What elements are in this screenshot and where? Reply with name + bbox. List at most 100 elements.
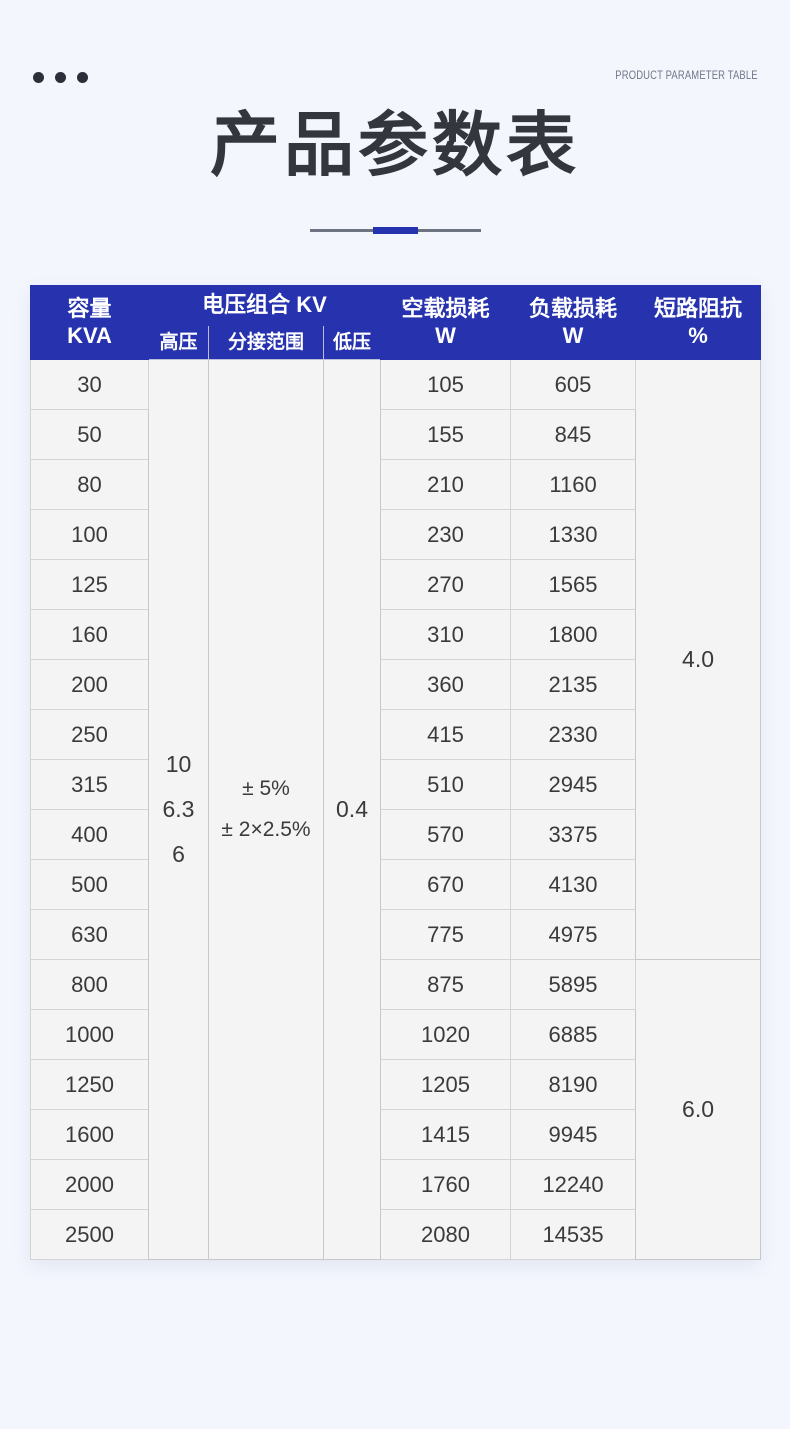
table-body: 30 10 6.3 6 ± 5% ± 2×2.5% 0.4 105 605 4.0 50 155 845… <box>30 359 762 1260</box>
cell-capacity: 500 <box>30 859 149 910</box>
cell-load-loss: 2135 <box>510 659 637 710</box>
dot-3 <box>77 72 88 83</box>
page-title-block: 产品参数表 <box>0 108 790 182</box>
table-row: 1000 1020 6885 <box>30 1009 761 1060</box>
table-row: 2500 2080 14535 <box>30 1209 761 1260</box>
three-dots-icon <box>33 72 88 83</box>
cell-no-load-loss: 310 <box>380 609 512 660</box>
col-header-lv: 低压 <box>322 324 382 361</box>
cell-load-loss: 1330 <box>510 509 637 560</box>
cell-capacity: 125 <box>30 559 149 610</box>
cell-load-loss: 845 <box>510 409 637 460</box>
cell-load-loss: 5895 <box>510 959 637 1010</box>
cell-tap-range-merged: ± 5% ± 2×2.5% <box>208 359 324 1260</box>
cell-no-load-loss: 1020 <box>380 1009 512 1060</box>
cell-capacity: 50 <box>30 409 149 460</box>
page-title: 产品参数表 <box>210 104 580 186</box>
col-header-hv: 高压 <box>148 324 209 361</box>
cell-capacity: 30 <box>30 359 149 410</box>
cell-capacity: 200 <box>30 659 149 710</box>
cell-load-loss: 1160 <box>510 459 637 510</box>
cell-load-loss: 8190 <box>510 1059 637 1110</box>
table-row: 200 360 2135 <box>30 659 761 710</box>
hv-value: 10 <box>165 751 192 778</box>
table-row: 1600 1415 9945 <box>30 1109 761 1160</box>
cell-capacity: 1000 <box>30 1009 149 1060</box>
col-header-capacity-line1: 容量 <box>67 295 112 321</box>
cell-load-loss: 1800 <box>510 609 637 660</box>
header-row-1: 容量 KVA 电压组合 KV 空载损耗 W 负载损耗 W 短路阻抗 % <box>30 285 762 360</box>
col-header-impedance-line2: % <box>688 322 708 348</box>
dot-2 <box>55 72 66 83</box>
parameter-table-container: 容量 KVA 电压组合 KV 空载损耗 W 负载损耗 W 短路阻抗 % 高 <box>30 285 762 1260</box>
cell-load-loss: 3375 <box>510 809 637 860</box>
col-header-tap-range: 分接范围 <box>208 324 324 361</box>
table-row: 50 155 845 <box>30 409 761 460</box>
hv-value: 6 <box>172 840 185 867</box>
cell-load-loss: 4130 <box>510 859 637 910</box>
table-header: 容量 KVA 电压组合 KV 空载损耗 W 负载损耗 W 短路阻抗 % 高 <box>30 285 762 361</box>
cell-load-loss: 605 <box>510 359 637 410</box>
eyebrow-label: PRODUCT PARAMETER TABLE <box>615 70 758 82</box>
cell-capacity: 315 <box>30 759 149 810</box>
cell-impedance-upper: 4.0 <box>635 359 762 960</box>
cell-load-loss: 4975 <box>510 909 637 960</box>
cell-no-load-loss: 1205 <box>380 1059 512 1110</box>
cell-no-load-loss: 570 <box>380 809 512 860</box>
cell-load-loss: 6885 <box>510 1009 637 1060</box>
cell-capacity: 250 <box>30 709 149 760</box>
divider-left-bar <box>309 229 373 232</box>
col-header-no-load-loss-line1: 空载损耗 <box>401 295 490 321</box>
col-header-load-loss-line2: W <box>562 322 584 348</box>
cell-impedance-lower: 6.0 <box>635 959 762 1260</box>
table-row: 250 415 2330 <box>30 709 761 760</box>
header-row-2: 高压 分接范围 低压 <box>31 324 761 361</box>
cell-no-load-loss: 105 <box>380 359 512 410</box>
divider-accent-bar <box>372 227 418 234</box>
cell-no-load-loss: 510 <box>380 759 512 810</box>
table-row: 2000 1760 12240 <box>30 1159 761 1210</box>
col-header-voltage-group: 电压组合 KV <box>147 285 382 326</box>
cell-no-load-loss: 775 <box>380 909 512 960</box>
cell-no-load-loss: 875 <box>380 959 512 1010</box>
cell-no-load-loss: 2080 <box>380 1209 512 1260</box>
table-row: 160 310 1800 <box>30 609 761 660</box>
cell-load-loss: 2330 <box>510 709 637 760</box>
table-row: 800 875 5895 6.0 <box>30 959 762 1260</box>
col-header-load-loss-line1: 负载损耗 <box>529 295 618 321</box>
title-divider <box>0 227 790 234</box>
table-row: 1250 1205 8190 <box>30 1059 761 1110</box>
cell-no-load-loss: 670 <box>380 859 512 910</box>
tap-range-value: ± 2×2.5% <box>221 817 311 841</box>
cell-no-load-loss: 270 <box>380 559 512 610</box>
cell-no-load-loss: 155 <box>380 409 512 460</box>
cell-hv-merged: 10 6.3 6 <box>148 359 209 1260</box>
col-header-no-load-loss: 空载损耗 W <box>380 285 512 360</box>
cell-capacity: 800 <box>30 959 149 1010</box>
cell-lv-merged: 0.4 <box>322 359 382 1260</box>
cell-no-load-loss: 1760 <box>380 1159 512 1210</box>
table-row: 30 10 6.3 6 ± 5% ± 2×2.5% 0.4 105 605 4.0 <box>30 359 762 1260</box>
table-row: 80 210 1160 <box>30 459 761 510</box>
cell-capacity: 1250 <box>30 1059 149 1110</box>
cell-capacity: 2500 <box>30 1209 149 1260</box>
cell-no-load-loss: 1415 <box>380 1109 512 1160</box>
divider-right-bar <box>417 229 481 232</box>
cell-capacity: 1600 <box>30 1109 149 1160</box>
cell-capacity: 100 <box>30 509 149 560</box>
page-top-bar: PRODUCT PARAMETER TABLE <box>0 0 790 108</box>
col-header-no-load-loss-line2: W <box>435 322 456 348</box>
col-header-capacity-line2: KVA <box>67 322 112 348</box>
tap-range-value: ± 5% <box>242 776 290 800</box>
col-header-impedance: 短路阻抗 % <box>635 285 762 360</box>
cell-no-load-loss: 230 <box>380 509 512 560</box>
cell-load-loss: 1565 <box>510 559 637 610</box>
cell-capacity: 400 <box>30 809 149 860</box>
parameter-table: 容量 KVA 电压组合 KV 空载损耗 W 负载损耗 W 短路阻抗 % 高 <box>30 285 762 1260</box>
table-row: 125 270 1565 <box>30 559 761 610</box>
col-header-load-loss: 负载损耗 W <box>510 285 637 360</box>
cell-capacity: 160 <box>30 609 149 660</box>
cell-capacity: 630 <box>30 909 149 960</box>
cell-load-loss: 12240 <box>510 1159 637 1210</box>
table-row: 500 670 4130 <box>30 859 761 910</box>
